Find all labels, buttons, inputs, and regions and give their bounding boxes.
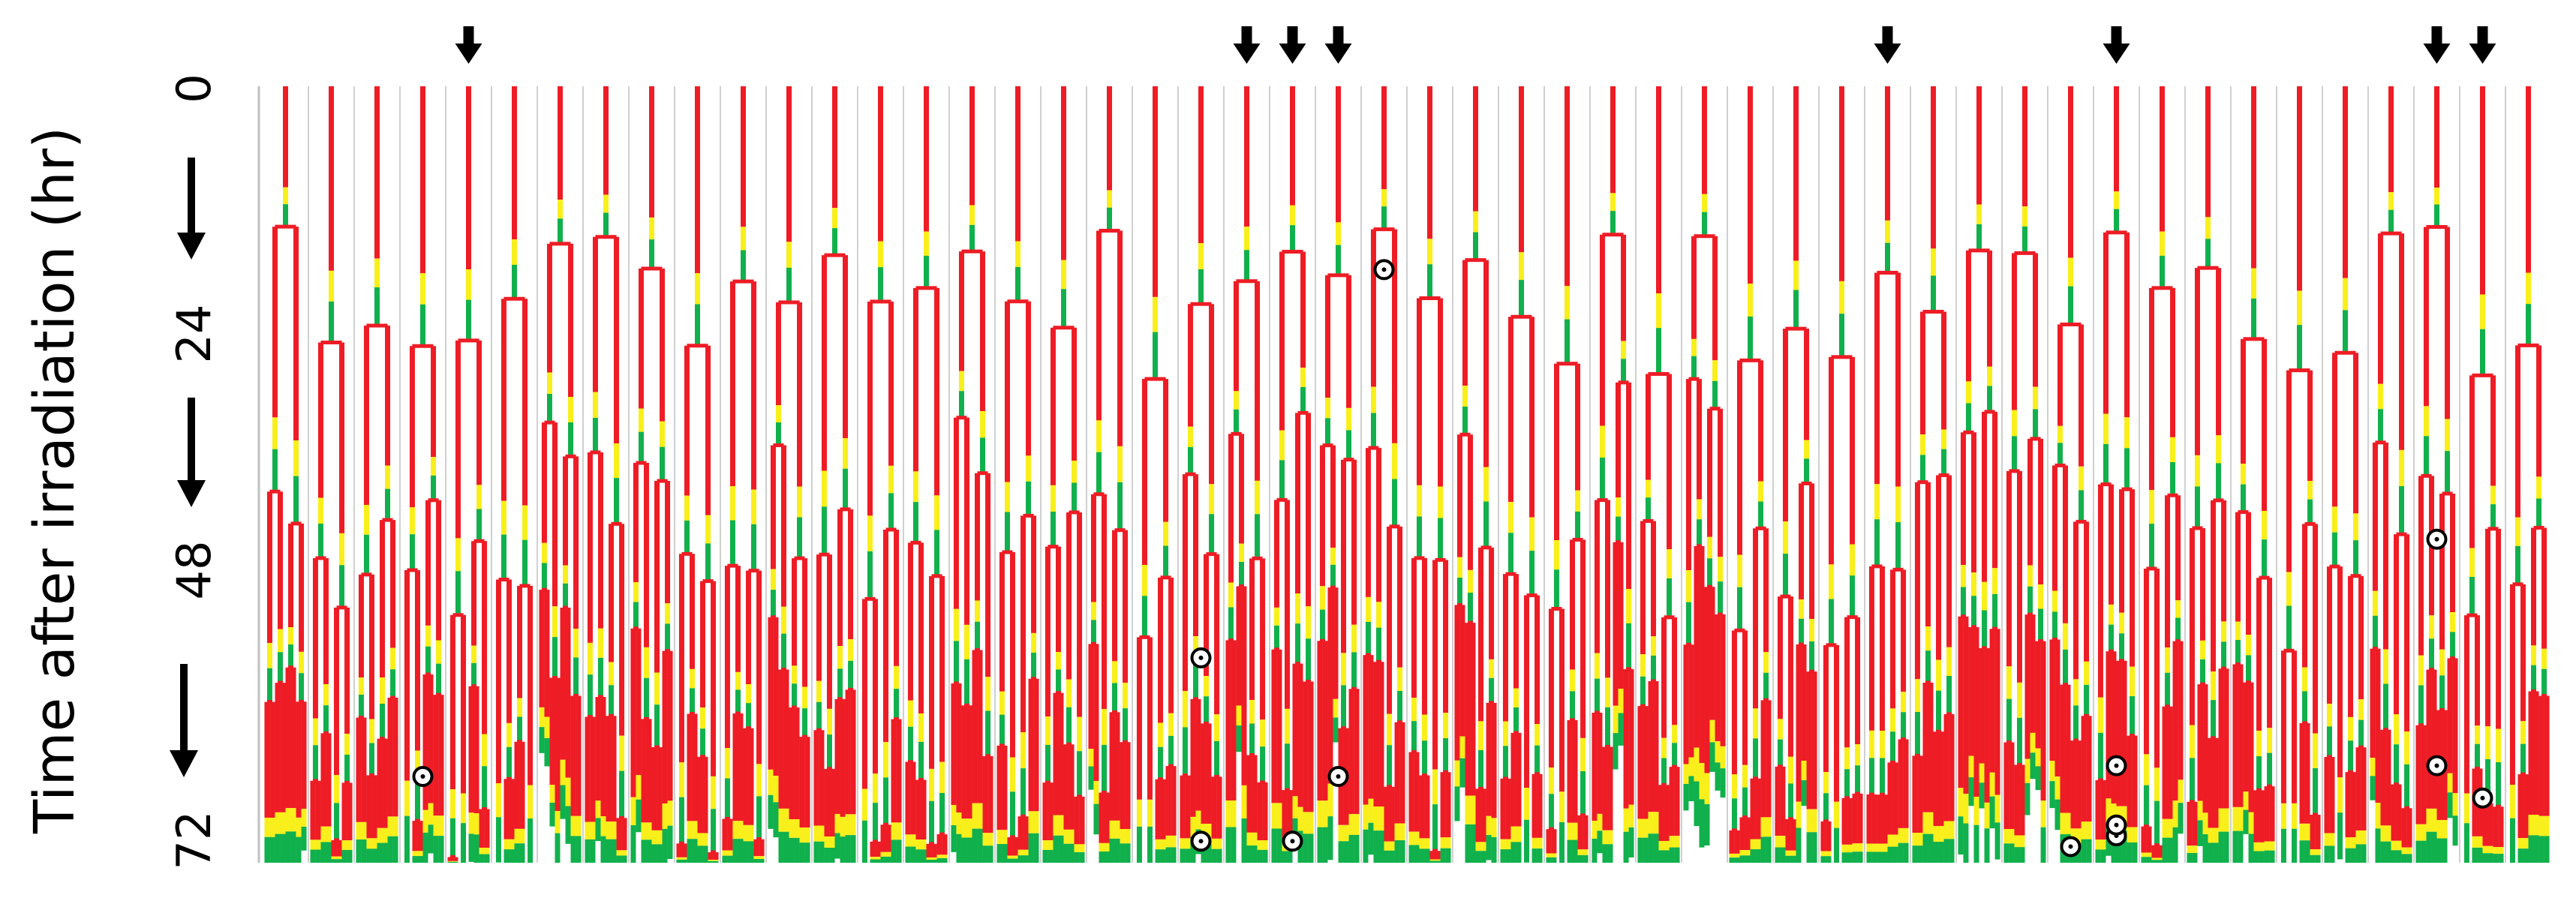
death-marker	[2060, 836, 2082, 857]
death-marker	[1327, 766, 1349, 787]
lineage	[2415, 86, 2458, 863]
lineage	[1592, 86, 1634, 863]
lineage	[2187, 86, 2229, 863]
lineage	[1820, 86, 1863, 863]
down-arrow-icon	[1233, 26, 1261, 64]
lineage	[2509, 86, 2550, 863]
lineage	[630, 86, 673, 863]
lineage	[447, 86, 490, 863]
lineage	[1454, 86, 1497, 863]
lineage	[2370, 86, 2412, 863]
lineage-dividers	[308, 86, 2506, 863]
lineage	[1363, 86, 1405, 863]
down-arrow-icon	[1279, 26, 1306, 64]
lineage	[1088, 86, 1131, 863]
lineage	[676, 86, 719, 863]
lineage	[1225, 86, 1268, 863]
down-arrow-icon	[177, 398, 206, 507]
death-marker	[2106, 755, 2127, 776]
down-arrow-icon	[1874, 26, 1901, 64]
lineage	[1866, 86, 1909, 863]
death-marker	[1190, 830, 1212, 852]
death-marker	[2426, 755, 2448, 776]
time-arrows	[170, 158, 206, 777]
lineage	[861, 86, 902, 863]
death-marker	[2106, 814, 2127, 836]
lineage	[2141, 86, 2184, 863]
lineage	[264, 86, 307, 863]
lineage	[1912, 86, 1955, 863]
highlight-arrows	[455, 26, 2496, 64]
down-arrow-icon	[177, 158, 206, 260]
down-arrow-icon	[2423, 26, 2451, 64]
lineage	[585, 86, 627, 863]
down-arrow-icon	[2103, 26, 2130, 64]
y-axis-label: Time after irradiation (hr)	[23, 127, 87, 834]
lineage	[1042, 86, 1085, 863]
lineage	[2003, 86, 2046, 863]
death-marker	[1190, 647, 1212, 668]
lineage	[1683, 86, 1726, 848]
lineage	[1408, 86, 1451, 863]
lineage	[905, 86, 948, 863]
death-marker	[2472, 787, 2493, 809]
lineage	[404, 86, 444, 863]
lineage	[1729, 86, 1772, 863]
y-tick-label: 72	[167, 811, 221, 870]
death-marker	[1373, 259, 1395, 281]
lineage	[1180, 86, 1222, 863]
death-marker	[412, 766, 434, 787]
lineage-bars	[264, 86, 2550, 863]
down-arrow-icon	[2469, 26, 2496, 64]
y-tick-labels: 0 24 48 72	[167, 74, 221, 869]
down-arrow-icon	[455, 26, 482, 64]
lineage	[2463, 86, 2504, 863]
lineage	[539, 86, 582, 863]
lineage	[1136, 86, 1177, 863]
lineage	[813, 86, 856, 863]
lineage	[2049, 86, 2092, 863]
y-tick-label: 0	[167, 74, 221, 103]
lineage	[1317, 86, 1360, 863]
lineage	[951, 86, 993, 863]
y-tick-label: 24	[167, 305, 221, 364]
lineage	[1637, 86, 1680, 863]
lineage	[1271, 86, 1314, 863]
y-tick-label: 48	[167, 541, 221, 600]
lineage	[996, 86, 1039, 863]
lineage	[2280, 86, 2321, 863]
lineage	[722, 86, 765, 863]
lineage	[495, 86, 534, 863]
down-arrow-icon	[170, 664, 198, 777]
death-marker	[2426, 528, 2448, 550]
lineage	[2324, 86, 2367, 863]
death-markers	[412, 259, 2493, 857]
lineage	[1958, 86, 2000, 863]
lineage	[1546, 86, 1589, 863]
lineage	[2095, 86, 2138, 863]
lineage	[1500, 86, 1543, 863]
lineage	[2232, 86, 2275, 863]
lineage	[768, 86, 810, 863]
lineage	[1775, 86, 1817, 863]
down-arrow-icon	[1324, 26, 1352, 64]
lineage	[356, 86, 398, 863]
death-marker	[1282, 830, 1303, 852]
lineage	[310, 86, 353, 863]
